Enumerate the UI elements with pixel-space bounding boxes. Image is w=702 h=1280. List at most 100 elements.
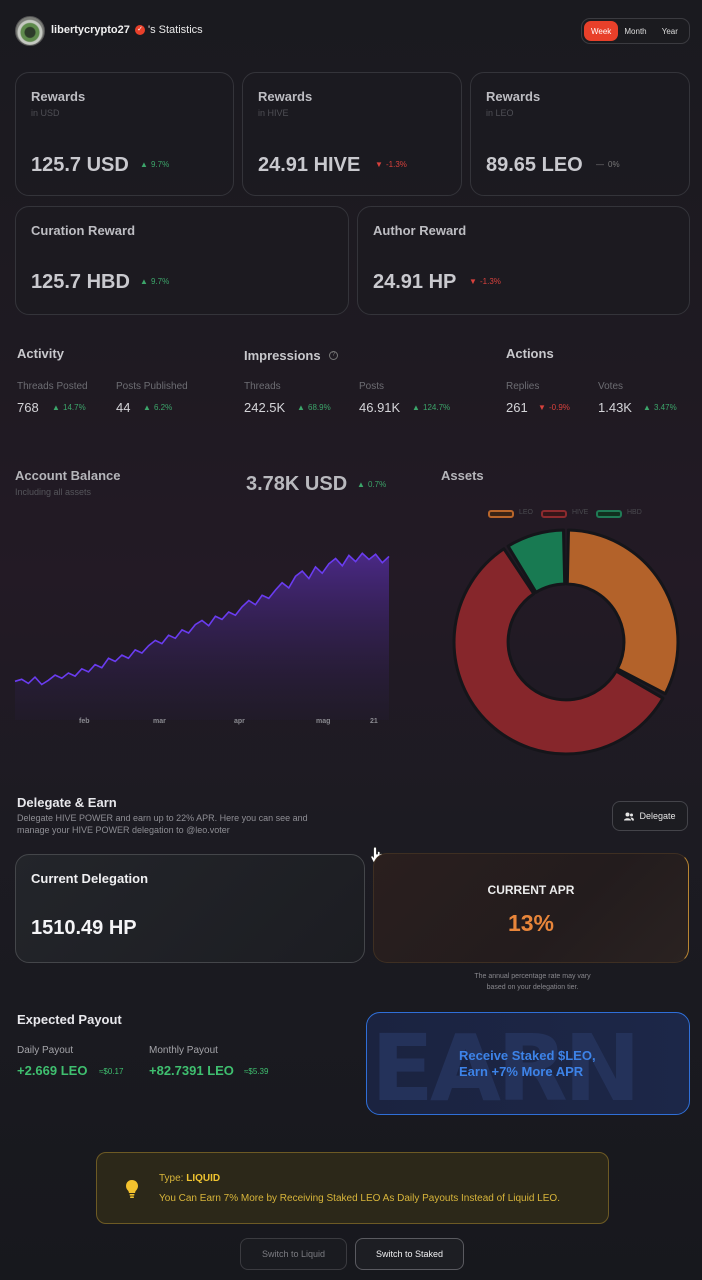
period-month-button[interactable]: Month	[624, 26, 647, 36]
trend-up-icon: ▲	[357, 480, 365, 489]
assets-legend: LEO HIVE HBD	[488, 509, 648, 519]
daily-payout-usd: ≈$0.17	[99, 1067, 124, 1076]
card-title: Curation Reward	[31, 223, 136, 238]
avatar[interactable]	[15, 16, 45, 46]
legend-label-hive[interactable]: HIVE	[572, 509, 589, 516]
monthly-payout-value: +82.7391 LEO	[149, 1063, 234, 1078]
username[interactable]: libertycrypto27	[51, 24, 130, 36]
period-week-button[interactable]: Week	[584, 21, 619, 41]
card-delta: 0%	[608, 160, 620, 169]
votes-delta: 3.47%	[654, 403, 677, 412]
x-tick-label: 21	[370, 718, 378, 725]
card-value: 125.7 USD	[31, 154, 129, 176]
donut-slice-hive[interactable]	[452, 547, 665, 756]
card-value: 24.91 HP	[373, 271, 457, 293]
tip-text: You Can Earn 7% More by Receiving Staked…	[159, 1193, 560, 1204]
reward-card-hive: Rewards in HIVE 24.91 HIVE ▼ -1.3%	[242, 72, 462, 196]
author-reward-card: Author Reward 24.91 HP ▼ -1.3%	[357, 206, 690, 315]
impressions-posts-label: Posts	[359, 381, 385, 392]
votes-value: 1.43K	[598, 400, 632, 415]
current-apr-card: CURRENT APR 13%	[373, 853, 689, 963]
trend-down-icon: ▼	[469, 277, 477, 286]
card-subtitle: in USD	[31, 108, 60, 118]
header: libertycrypto27 ✓ 's Statistics Week Mon…	[15, 16, 690, 46]
trend-down-icon: ▼	[538, 403, 546, 412]
trend-up-icon: ▲	[297, 403, 305, 412]
earn-banner-line-2: Earn +7% More APR	[459, 1064, 584, 1079]
current-apr-title: CURRENT APR	[487, 883, 575, 897]
tip-type: Type: LIQUID	[159, 1173, 220, 1184]
legend-label-leo[interactable]: LEO	[519, 509, 534, 516]
current-delegation-value: 1510.49 HP	[31, 917, 137, 939]
impressions-posts-delta: 124.7%	[423, 403, 451, 412]
daily-payout-label: Daily Payout	[17, 1045, 74, 1056]
delegate-description-2: manage your HIVE POWER delegation to @le…	[17, 825, 230, 835]
donut-slices	[452, 528, 680, 756]
delegate-description-1: Delegate HIVE POWER and earn up to 22% A…	[17, 813, 308, 823]
trend-up-icon: ▲	[140, 277, 148, 286]
account-balance-delta: 0.7%	[368, 480, 387, 489]
card-title: Author Reward	[373, 223, 467, 238]
apr-note: The annual percentage rate may vary base…	[450, 971, 615, 993]
impressions-threads-delta: 68.9%	[308, 403, 331, 412]
monthly-payout-label: Monthly Payout	[149, 1045, 218, 1056]
delegate-button-label: Delegate	[639, 811, 676, 821]
trend-flat-icon: —	[596, 160, 604, 169]
switch-to-liquid-button[interactable]: Switch to Liquid	[240, 1238, 347, 1270]
period-switch: Week Month Year	[581, 18, 690, 44]
earn-staked-banner[interactable]: EARN Receive Staked $LEO, Earn +7% More …	[366, 1012, 690, 1115]
card-delta: -1.3%	[480, 277, 501, 286]
activity-title: Activity	[17, 346, 64, 361]
apr-note-line-2: based on your delegation tier.	[486, 984, 579, 991]
posts-published-label: Posts Published	[116, 381, 188, 392]
delegate-button[interactable]: Delegate	[612, 801, 688, 831]
page-title-suffix: 's Statistics	[148, 24, 203, 36]
card-delta: 9.7%	[151, 277, 170, 286]
actions-title: Actions	[506, 346, 554, 361]
current-delegation-card: Current Delegation 1510.49 HP	[15, 854, 365, 963]
trend-up-icon: ▲	[643, 403, 651, 412]
verified-icon: ✓	[135, 25, 145, 35]
threads-posted-delta: 14.7%	[63, 403, 86, 412]
info-icon[interactable]: ?	[329, 351, 338, 360]
apr-note-line-1: The annual percentage rate may vary	[474, 973, 591, 980]
card-subtitle: in LEO	[486, 108, 514, 118]
votes-label: Votes	[598, 381, 624, 392]
x-tick-label: mar	[153, 718, 166, 725]
replies-delta: -0.9%	[549, 403, 570, 412]
current-delegation-title: Current Delegation	[31, 871, 149, 886]
reward-card-usd: Rewards in USD 125.7 USD ▲ 9.7%	[15, 72, 234, 196]
x-axis: feb mar apr mag 21	[79, 718, 378, 725]
balance-chart-svg: feb mar apr mag 21	[14, 552, 390, 725]
impressions-posts-value: 46.91K	[359, 400, 401, 415]
card-title: Rewards	[486, 89, 541, 104]
card-value: 125.7 HBD	[31, 271, 130, 293]
switch-to-staked-button[interactable]: Switch to Staked	[355, 1238, 464, 1270]
legend-label-hbd[interactable]: HBD	[627, 509, 642, 516]
period-year-button[interactable]: Year	[661, 26, 678, 36]
account-balance-title: Account Balance	[15, 468, 121, 483]
account-balance-value: 3.78K USD	[246, 473, 348, 495]
replies-label: Replies	[506, 381, 540, 392]
card-title: Rewards	[31, 89, 86, 104]
legend-swatch-hive	[541, 510, 567, 518]
expected-payout-title: Expected Payout	[17, 1012, 122, 1027]
x-tick-label: feb	[79, 718, 90, 725]
impressions-threads-label: Threads	[244, 381, 281, 392]
reward-card-leo: Rewards in LEO 89.65 LEO — 0%	[470, 72, 690, 196]
donut-slice-hbd[interactable]	[506, 528, 567, 594]
monthly-payout-usd: ≈$5.39	[244, 1067, 269, 1076]
legend-swatch-hbd	[596, 510, 622, 518]
posts-published-delta: 6.2%	[154, 403, 173, 412]
donut-slice-leo[interactable]	[565, 528, 680, 696]
impressions-threads-value: 242.5K	[244, 400, 286, 415]
balance-line	[14, 552, 390, 686]
card-value: 24.91 HIVE	[258, 154, 361, 176]
trend-up-icon: ▲	[412, 403, 420, 412]
card-delta: -1.3%	[386, 160, 407, 169]
balance-chart: feb mar apr mag 21	[14, 530, 394, 730]
tip-type-value: LIQUID	[186, 1173, 221, 1184]
current-apr-value: 13%	[507, 910, 555, 936]
earn-banner-text: Receive Staked $LEO, Earn +7% More APR	[459, 1048, 596, 1080]
